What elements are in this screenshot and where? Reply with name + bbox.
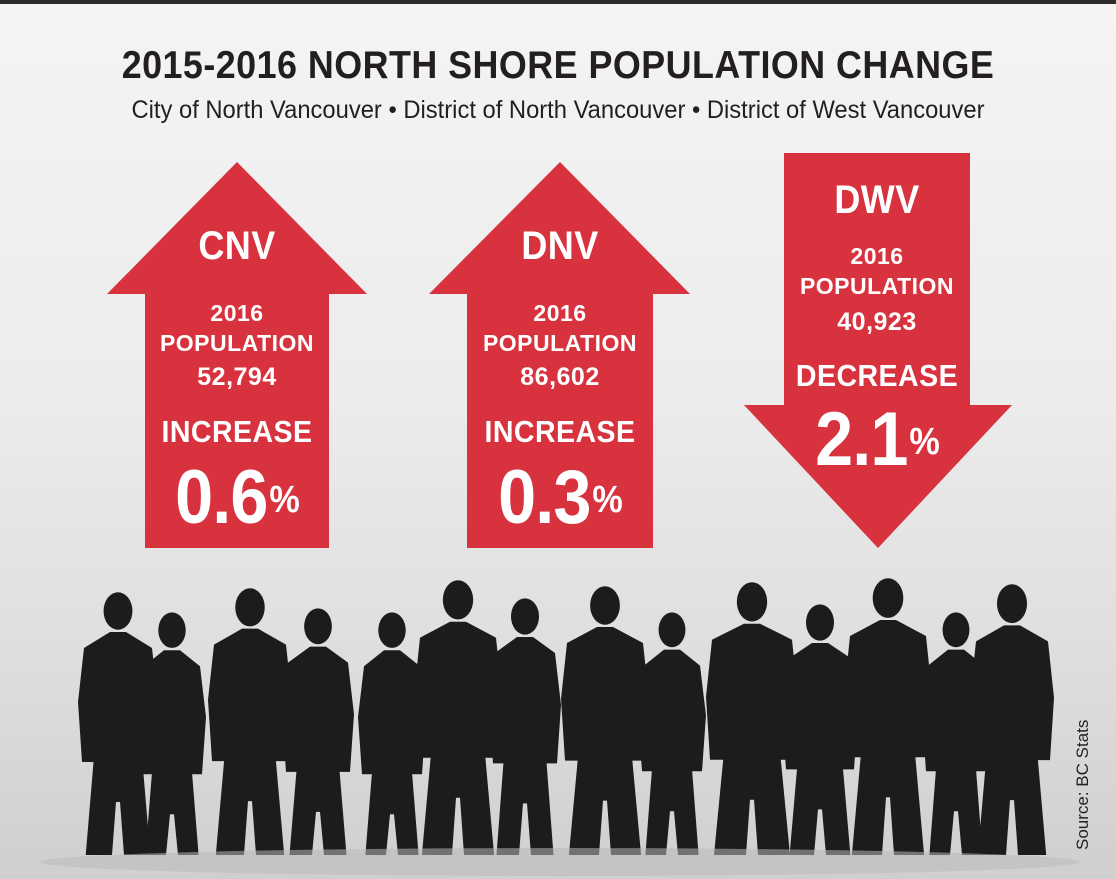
dwv-change-unit: % (909, 421, 939, 463)
dnv-year: 2016 (533, 300, 587, 326)
dnv-change-label: INCREASE (484, 414, 636, 449)
cnv-up-arrow (107, 162, 367, 548)
person-silhouette (489, 598, 561, 855)
top-border (0, 0, 1116, 4)
dwv-population: 40,923 (837, 308, 917, 336)
person-silhouette (970, 584, 1054, 855)
dwv-year: 2016 (850, 243, 904, 269)
person-silhouette (414, 580, 502, 855)
page-title: 2015-2016 NORTH SHORE POPULATION CHANGE (121, 44, 995, 87)
dnv-up-arrow (429, 162, 690, 548)
person-silhouette (706, 582, 798, 855)
cnv-abbr: CNV (198, 224, 276, 268)
cnv-change-label: INCREASE (161, 414, 313, 449)
dwv-change-label: DECREASE (795, 358, 959, 393)
dwv-down-arrow (744, 153, 1012, 548)
person-silhouette (638, 612, 706, 855)
person-silhouette (358, 612, 426, 855)
person-silhouette (78, 592, 158, 855)
cnv-change-percent: 0.6% (154, 460, 320, 536)
person-silhouette (282, 608, 354, 855)
cnv-population: 52,794 (197, 363, 277, 391)
source-credit: Source: BC Stats (1073, 719, 1092, 850)
person-silhouette (844, 578, 932, 855)
dwv-change-value: 2.1 (815, 397, 908, 482)
dnv-population-label: POPULATION (482, 330, 638, 356)
cnv-year: 2016 (210, 300, 264, 326)
dwv-population-label: POPULATION (799, 273, 955, 299)
person-silhouette (208, 588, 292, 855)
dnv-change-unit: % (592, 479, 622, 521)
dnv-population: 86,602 (520, 363, 600, 391)
cnv-population-label: POPULATION (159, 330, 315, 356)
person-silhouette (561, 586, 649, 855)
dnv-abbr: DNV (521, 224, 599, 268)
person-silhouette (782, 604, 858, 855)
dnv-change-percent: 0.3% (476, 460, 643, 536)
dnv-change-value: 0.3 (498, 455, 591, 540)
cnv-change-value: 0.6 (175, 455, 268, 540)
dwv-change-percent: 2.1% (793, 402, 960, 478)
page-subtitle: City of North Vancouver • District of No… (131, 96, 985, 124)
cnv-change-unit: % (269, 479, 299, 521)
dwv-abbr: DWV (834, 178, 920, 222)
person-silhouette (138, 612, 206, 855)
